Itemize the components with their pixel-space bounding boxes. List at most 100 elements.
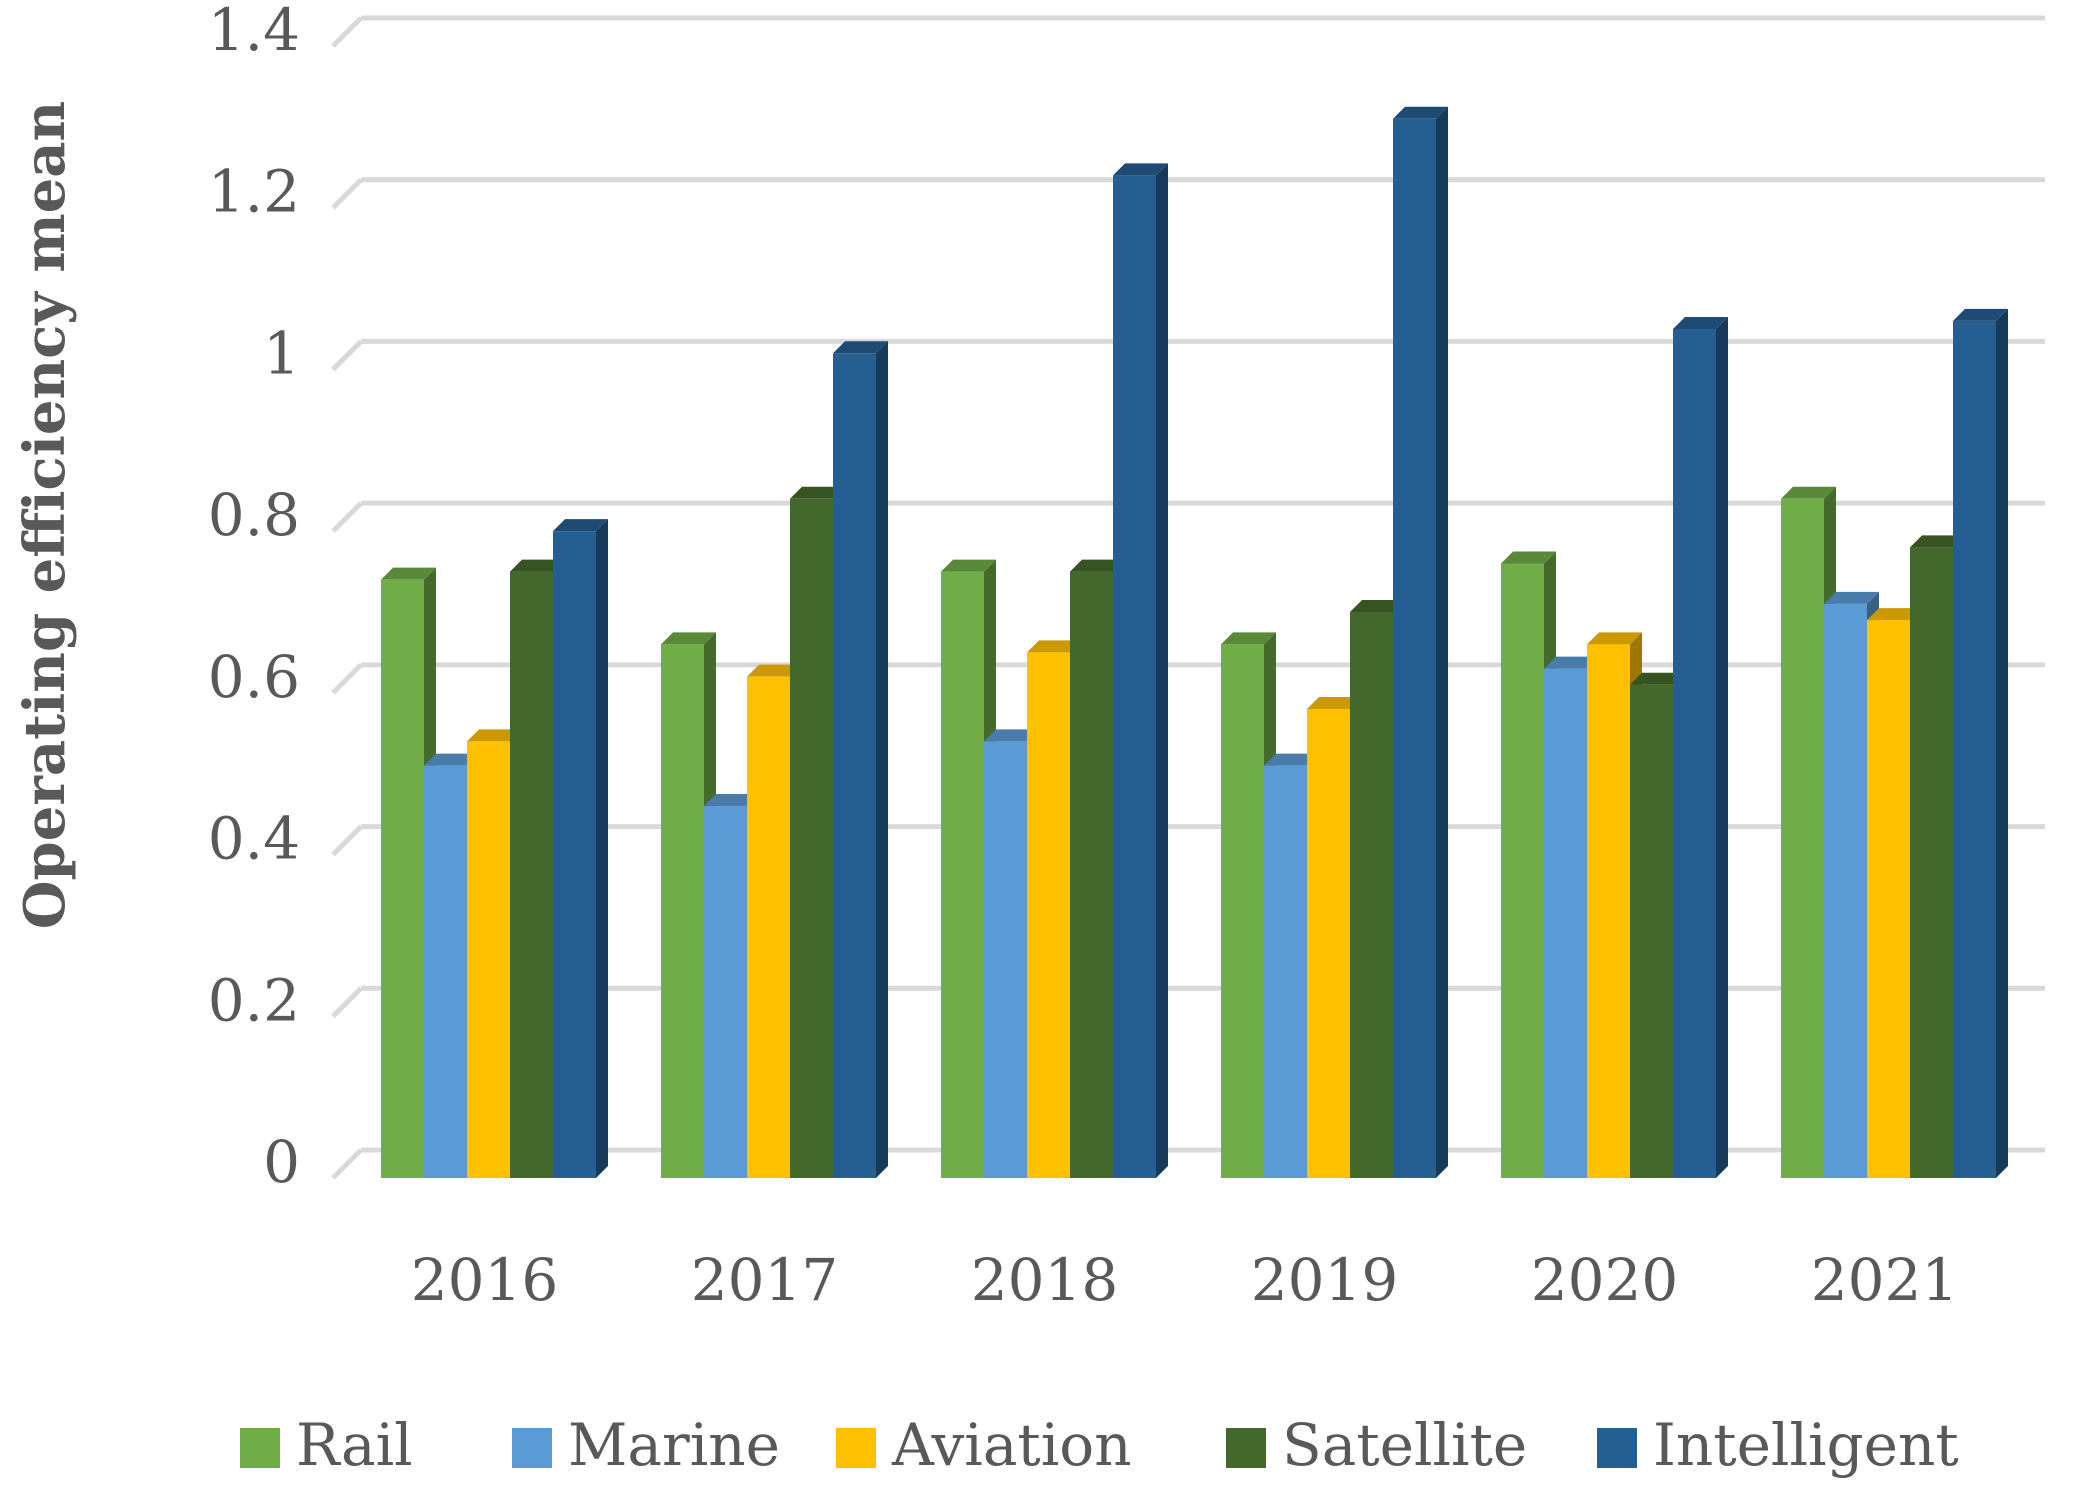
bar-front	[381, 579, 424, 1178]
bar-side	[1996, 308, 2008, 1178]
bar-intelligent-2019	[1393, 106, 1448, 1178]
legend-item-intelligent: Intelligent	[1597, 1411, 1959, 1479]
legend-label: Rail	[296, 1411, 413, 1479]
bar-top	[467, 729, 522, 742]
bar-intelligent-2018	[1113, 163, 1168, 1178]
x-category-label: 2020	[1531, 1246, 1679, 1314]
bar-front	[941, 571, 984, 1178]
bar-top	[790, 486, 845, 499]
bar-rail-2020	[1501, 551, 1556, 1178]
legend-label: Marine	[568, 1411, 780, 1479]
bar-front	[661, 644, 704, 1178]
bar-top	[661, 632, 716, 645]
bar-top	[1070, 559, 1125, 572]
bar-top	[1264, 753, 1319, 766]
bar-side	[876, 341, 888, 1178]
bar-front	[1113, 175, 1156, 1178]
bar-front	[1673, 329, 1716, 1178]
bar-intelligent-2017	[833, 341, 888, 1178]
gridline-slant	[331, 1148, 363, 1180]
y-tick-label: 0	[263, 1128, 300, 1196]
legend-label: Satellite	[1282, 1411, 1527, 1479]
y-tick-label: 0.4	[208, 805, 300, 873]
y-tick-label: 1.2	[208, 158, 300, 226]
bar-top	[1824, 591, 1879, 604]
bar-front	[1587, 644, 1630, 1178]
bar-side	[1156, 163, 1168, 1178]
bar-front	[704, 806, 747, 1178]
bar-front	[1867, 620, 1910, 1178]
x-category-label: 2019	[1251, 1246, 1399, 1314]
bar-front	[1393, 118, 1436, 1178]
legend-item-aviation: Aviation	[836, 1411, 1132, 1479]
legend: Rail Marine Aviation Satellite Intelligent	[240, 1411, 1959, 1479]
bar-top	[941, 559, 996, 572]
bar-front	[790, 498, 833, 1178]
gridlines	[331, 15, 2045, 1180]
bar-front	[1350, 612, 1393, 1178]
x-category-label: 2021	[1811, 1246, 1959, 1314]
bar-front	[1221, 644, 1264, 1178]
bar-top	[1393, 106, 1448, 119]
gridline-slant	[331, 501, 363, 533]
y-tick-label: 0.6	[208, 643, 300, 711]
bar-front	[1501, 563, 1544, 1178]
bar-top	[1587, 632, 1642, 645]
bar-top	[1781, 486, 1836, 499]
bar-front	[1027, 652, 1070, 1178]
legend-label: Aviation	[891, 1411, 1132, 1479]
gridline-slant	[331, 16, 363, 48]
y-tick-label: 1	[263, 319, 300, 387]
bar-top	[1113, 163, 1168, 176]
x-category-label: 2018	[971, 1246, 1119, 1314]
bar-top	[833, 341, 888, 354]
bar-top	[510, 559, 565, 572]
bars	[381, 106, 2008, 1178]
y-tick-label: 1.4	[208, 0, 300, 64]
bar-front	[1307, 709, 1350, 1178]
bar-top	[747, 664, 802, 677]
bar-top	[381, 567, 436, 580]
gridline-slant	[331, 986, 363, 1019]
bar-front	[1953, 320, 1996, 1178]
bar-top	[1307, 697, 1362, 710]
legend-swatch	[1597, 1428, 1637, 1468]
bar-front	[1544, 668, 1587, 1178]
bar-front	[747, 676, 790, 1178]
bar-top	[1630, 672, 1685, 685]
bar-intelligent-2016	[553, 519, 608, 1178]
y-tick-label: 0.8	[208, 481, 300, 549]
bar-front	[1781, 498, 1824, 1178]
bar-side	[1716, 317, 1728, 1178]
bar-top	[1501, 551, 1556, 564]
bar-top	[553, 519, 608, 532]
bar-front	[1264, 765, 1307, 1178]
legend-swatch	[240, 1428, 280, 1468]
legend-swatch	[836, 1428, 876, 1468]
bar-front	[467, 741, 510, 1178]
bar-side	[596, 519, 608, 1178]
bar-top	[1867, 608, 1922, 621]
bar-top	[1910, 535, 1965, 548]
bar-front	[1630, 684, 1673, 1178]
bar-front	[553, 531, 596, 1178]
legend-swatch	[1226, 1428, 1266, 1468]
bar-front	[1910, 547, 1953, 1178]
bar-intelligent-2020	[1673, 317, 1728, 1178]
bar-side	[1436, 106, 1448, 1178]
y-axis-title: Operating efficiency mean	[12, 101, 78, 929]
x-category-labels: 2016 2017 2018 2019 2020 2021	[411, 1246, 1959, 1314]
legend-label: Intelligent	[1653, 1411, 1959, 1479]
legend-item-satellite: Satellite	[1226, 1411, 1527, 1479]
bar-top	[1673, 317, 1728, 329]
bar-top	[984, 729, 1039, 742]
bar-front	[1070, 571, 1113, 1178]
legend-swatch	[512, 1428, 552, 1468]
x-category-label: 2017	[691, 1246, 839, 1314]
bar-front	[510, 571, 553, 1178]
gridline-slant	[331, 824, 363, 857]
y-tick-labels: 0 0.2 0.4 0.6 0.8 1 1.2 1.4	[208, 0, 300, 1196]
legend-item-rail: Rail	[240, 1411, 413, 1479]
